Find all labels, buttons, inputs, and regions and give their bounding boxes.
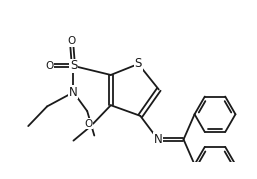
Text: O: O (67, 36, 76, 46)
Text: O: O (46, 61, 54, 71)
Text: N: N (154, 133, 162, 146)
Text: O: O (84, 119, 93, 129)
Text: N: N (69, 86, 78, 99)
Text: S: S (70, 59, 77, 72)
Text: S: S (135, 57, 142, 71)
